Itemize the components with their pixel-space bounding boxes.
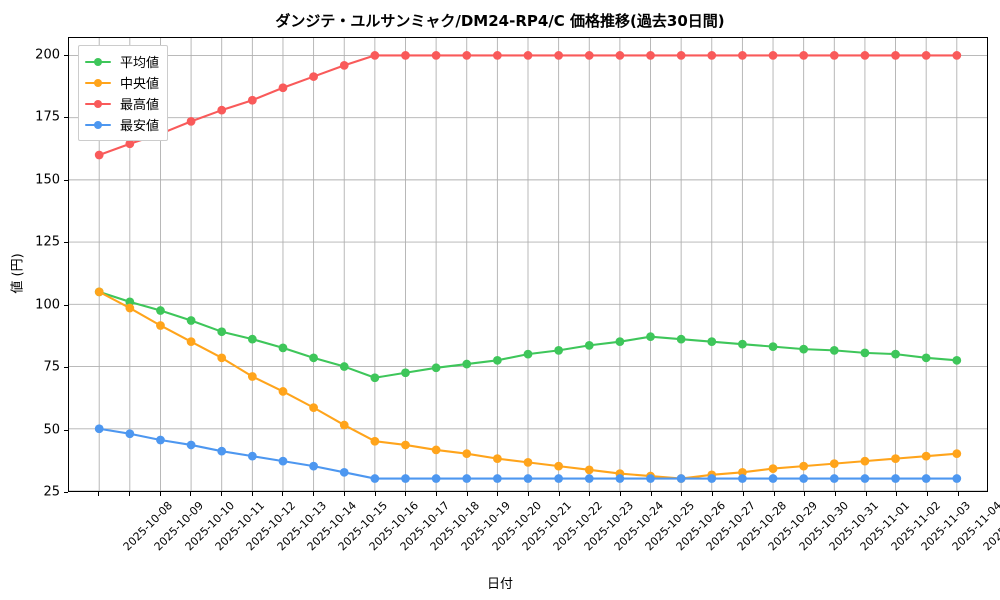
y-axis-ticks: 25 50 75 100 125 150 175 200 xyxy=(0,0,68,600)
y-tick-label: 100 xyxy=(35,297,60,312)
legend-label: 最安値 xyxy=(120,119,160,134)
plot-area xyxy=(68,37,988,492)
series-0 xyxy=(94,287,962,383)
x-tick-mark xyxy=(221,492,223,496)
x-tick-mark xyxy=(865,492,867,496)
x-tick-mark xyxy=(528,492,529,496)
x-tick-mark xyxy=(343,492,345,496)
x-tick-mark xyxy=(374,492,376,496)
y-tick-mark xyxy=(64,54,68,56)
legend-label: 最高値 xyxy=(120,98,160,113)
legend-label: 平均値 xyxy=(120,56,160,71)
x-tick-mark xyxy=(927,492,929,496)
x-tick-mark xyxy=(98,492,100,496)
y-tick-label: 150 xyxy=(35,172,60,187)
y-tick-mark xyxy=(64,492,68,493)
x-tick-mark xyxy=(896,492,898,496)
x-tick-mark xyxy=(681,492,683,496)
x-tick-mark xyxy=(742,492,744,496)
x-tick-mark xyxy=(405,492,407,496)
y-tick-mark xyxy=(64,304,68,306)
legend-marker-icon xyxy=(85,118,111,132)
x-tick-mark xyxy=(957,492,959,496)
x-tick-mark xyxy=(466,492,468,496)
x-tick-mark xyxy=(589,492,591,496)
legend-marker-icon xyxy=(85,97,111,111)
y-tick-label: 125 xyxy=(35,234,60,250)
x-tick-mark xyxy=(282,492,284,496)
plot-svg xyxy=(69,38,987,491)
y-tick-label: 75 xyxy=(43,359,60,375)
chart-title: ダンジテ・ユルサンミャク/DM24-RP4/C 価格推移(過去30日間) xyxy=(275,12,725,30)
x-tick-mark xyxy=(313,492,315,496)
legend-label: 中央値 xyxy=(120,77,160,92)
x-tick-mark xyxy=(190,492,192,496)
x-tick-mark xyxy=(159,492,161,496)
chart-legend: 平均値中央値最高値最安値 xyxy=(78,45,169,141)
y-tick-label: 175 xyxy=(35,109,60,125)
legend-item-2[interactable]: 最高値 xyxy=(85,93,159,114)
y-tick-mark xyxy=(64,242,68,243)
x-tick-mark xyxy=(497,492,499,496)
x-tick-mark xyxy=(804,492,806,496)
grid-lines xyxy=(69,38,987,491)
legend-item-0[interactable]: 平均値 xyxy=(85,51,159,72)
legend-item-1[interactable]: 中央値 xyxy=(85,72,159,93)
x-tick-mark xyxy=(251,492,253,496)
series-3 xyxy=(94,424,962,483)
y-tick-mark xyxy=(64,117,68,118)
y-tick-mark xyxy=(64,429,68,431)
x-tick-mark xyxy=(558,492,560,496)
x-tick-mark xyxy=(620,492,622,496)
x-tick-mark xyxy=(435,492,437,496)
y-axis-label: 値 (円) xyxy=(10,253,26,294)
y-tick-label: 50 xyxy=(43,422,60,437)
x-tick-mark xyxy=(650,492,652,496)
y-tick-mark xyxy=(64,179,68,181)
y-tick-label: 200 xyxy=(35,47,60,62)
y-tick-mark xyxy=(64,367,68,368)
x-tick-mark xyxy=(712,492,714,496)
legend-item-3[interactable]: 最安値 xyxy=(85,114,159,135)
legend-marker-icon xyxy=(85,76,111,90)
x-tick-mark xyxy=(834,492,836,496)
x-tick-mark xyxy=(128,492,130,496)
legend-marker-icon xyxy=(85,55,111,69)
y-tick-label: 25 xyxy=(43,484,60,500)
x-tick-mark xyxy=(773,492,775,496)
x-axis-label: 日付 xyxy=(486,577,513,592)
